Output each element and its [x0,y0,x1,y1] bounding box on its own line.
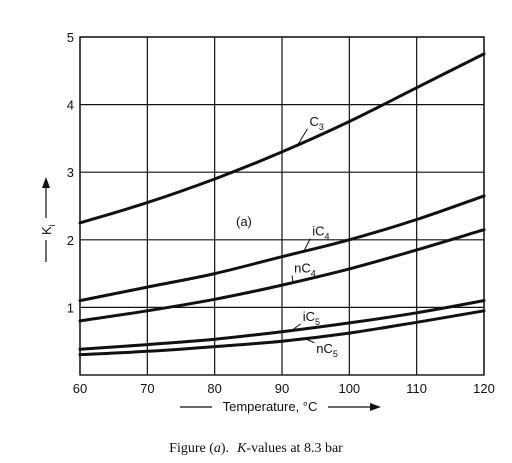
y-axis-label: Ki [39,224,57,235]
x-tick-label: 100 [338,381,360,396]
y-tick-label: 5 [67,30,74,45]
figure-caption: Figure (a). K-values at 8.3 bar [169,441,343,456]
series-label-leader [296,128,308,148]
x-axis-label: Temperature, °C [223,399,318,414]
caption-rest: -values at 8.3 bar [246,441,343,456]
series-label: C3 [309,114,323,132]
grid [79,36,485,376]
series-line-4 [78,309,486,357]
x-tick-label: 110 [406,381,427,396]
series-line-3 [78,299,486,351]
x-tick-label: 120 [473,381,495,396]
y-tick-label: 2 [67,233,74,248]
series-label-leader [302,238,311,253]
y-tick-label: 3 [67,165,74,180]
x-axis-title: Temperature, °C [180,399,381,414]
series-label: iC4 [312,224,329,242]
series-label-leader [289,323,302,333]
caption-k: K [236,441,247,456]
y-axis-arrowhead [42,177,50,188]
caption-prefix: Figure ( [169,441,214,456]
y-tick-label: 4 [67,98,74,113]
series-label: iC5 [303,309,320,327]
series-line-1 [78,194,486,303]
series-label-leader [302,337,315,344]
y-axis-label-main: K [39,226,54,235]
x-tick-label: 90 [275,381,289,396]
y-axis-label-sub: i [47,224,57,226]
caption-suffix: ). [221,441,229,456]
y-axis-title: Ki [39,177,57,262]
series-line-0 [78,52,486,225]
series-label-leader [291,275,294,284]
x-tick-label: 80 [207,381,221,396]
y-tick-label: 1 [67,300,74,315]
axes: 60 70 80 90 100 110 120 1 2 3 4 5 [67,30,495,396]
caption-letter: a [214,441,221,456]
x-axis-arrowhead [370,403,381,411]
annotation-a: (a) [236,214,252,229]
series-labels: C3 iC4 nC4 iC5 nC5 [289,114,338,359]
x-tick-label: 70 [140,381,154,396]
series-line-2 [78,228,486,323]
series-label: nC5 [316,341,338,359]
x-tick-label: 60 [73,381,87,396]
series-lines [78,52,486,357]
series-label: nC4 [294,261,316,279]
